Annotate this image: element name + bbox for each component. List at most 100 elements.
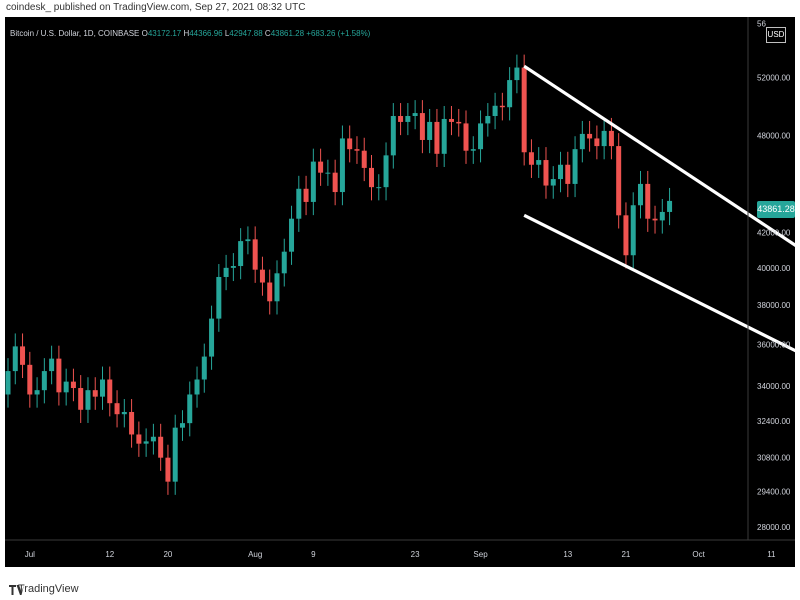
- candle-body[interactable]: [492, 105, 498, 117]
- candle-body[interactable]: [325, 172, 331, 174]
- candle-body[interactable]: [194, 379, 200, 395]
- candle-body[interactable]: [41, 371, 47, 391]
- candle-body[interactable]: [179, 423, 185, 428]
- candle-body[interactable]: [478, 123, 484, 150]
- high-value: 44366.96: [189, 29, 223, 38]
- candle-body[interactable]: [274, 273, 280, 302]
- candle-body[interactable]: [456, 121, 462, 124]
- candle-body[interactable]: [536, 160, 542, 165]
- candle-body[interactable]: [630, 205, 636, 256]
- candle-body[interactable]: [230, 266, 236, 268]
- candle-body[interactable]: [114, 403, 120, 415]
- trendline-lower[interactable]: [523, 213, 795, 386]
- candle-body[interactable]: [259, 269, 265, 283]
- candle-body[interactable]: [398, 116, 404, 122]
- candle-body[interactable]: [448, 118, 454, 122]
- candle-body[interactable]: [623, 215, 629, 256]
- candle-body[interactable]: [441, 118, 447, 154]
- candle-body[interactable]: [223, 267, 229, 277]
- candle-body[interactable]: [521, 67, 527, 153]
- candle-body[interactable]: [514, 67, 520, 81]
- candle-body[interactable]: [187, 394, 193, 424]
- candle-body[interactable]: [143, 441, 149, 444]
- candle-body[interactable]: [470, 149, 476, 151]
- candle-body[interactable]: [252, 239, 258, 270]
- candle-body[interactable]: [281, 251, 287, 274]
- chart-area[interactable]: 56 52000.00 48000.00 42000.00 40000.00 38000.…: [5, 17, 795, 567]
- candle-body[interactable]: [339, 138, 345, 193]
- candle-body[interactable]: [129, 411, 135, 435]
- candle-body[interactable]: [296, 188, 302, 219]
- trendline-upper[interactable]: [523, 64, 795, 292]
- candle-body[interactable]: [121, 411, 127, 415]
- candle-body[interactable]: [594, 138, 600, 147]
- candle-body[interactable]: [92, 390, 98, 397]
- x-tick-label: Aug: [248, 550, 262, 559]
- candle-body[interactable]: [667, 200, 673, 212]
- candle-body[interactable]: [289, 218, 295, 252]
- candle-body[interactable]: [572, 149, 578, 184]
- chart-canvas[interactable]: 56 52000.00 48000.00 42000.00 40000.00 38000.…: [5, 17, 795, 567]
- candle-body[interactable]: [405, 116, 411, 122]
- y-tick-label: 36000.00: [757, 340, 791, 349]
- candle-body[interactable]: [419, 113, 425, 140]
- candle-body[interactable]: [303, 188, 309, 202]
- candle-body[interactable]: [427, 121, 433, 140]
- candle-body[interactable]: [49, 358, 55, 372]
- candle-body[interactable]: [12, 346, 18, 372]
- candle-body[interactable]: [587, 133, 593, 139]
- candle-body[interactable]: [78, 388, 84, 410]
- candle-body[interactable]: [601, 130, 607, 147]
- candle-body[interactable]: [463, 123, 469, 151]
- candle-body[interactable]: [150, 436, 156, 442]
- candle-body[interactable]: [558, 164, 564, 180]
- candle-body[interactable]: [499, 105, 505, 108]
- candle-body[interactable]: [201, 356, 207, 380]
- candle-body[interactable]: [347, 138, 353, 150]
- candle-body[interactable]: [56, 358, 62, 393]
- candle-body[interactable]: [85, 390, 91, 410]
- candle-body[interactable]: [63, 381, 69, 393]
- candle-body[interactable]: [608, 130, 614, 147]
- candle-body[interactable]: [434, 121, 440, 154]
- candle-body[interactable]: [376, 187, 382, 189]
- candle-body[interactable]: [70, 381, 76, 389]
- candle-body[interactable]: [209, 318, 215, 357]
- candle-body[interactable]: [616, 146, 622, 216]
- candle-body[interactable]: [543, 160, 549, 186]
- candle-body[interactable]: [579, 133, 585, 150]
- candle-body[interactable]: [412, 113, 418, 117]
- candle-body[interactable]: [5, 371, 11, 395]
- candle-body[interactable]: [383, 155, 389, 188]
- candle-body[interactable]: [332, 172, 338, 193]
- candle-body[interactable]: [550, 179, 556, 186]
- candle-body[interactable]: [354, 149, 360, 151]
- candle-body[interactable]: [216, 276, 222, 319]
- candle-body[interactable]: [485, 116, 491, 124]
- candle-body[interactable]: [107, 379, 113, 404]
- candle-body[interactable]: [34, 390, 40, 395]
- candle-body[interactable]: [565, 164, 571, 184]
- candle-body[interactable]: [100, 379, 106, 397]
- candle-body[interactable]: [27, 364, 33, 395]
- candle-body[interactable]: [165, 457, 171, 482]
- candle-body[interactable]: [136, 434, 142, 444]
- candle-body[interactable]: [659, 211, 665, 221]
- candle-body[interactable]: [318, 161, 324, 173]
- candle-body[interactable]: [528, 152, 534, 165]
- candle-body[interactable]: [390, 116, 396, 156]
- candle-body[interactable]: [310, 161, 316, 202]
- candle-body[interactable]: [245, 239, 251, 242]
- candle-body[interactable]: [361, 150, 367, 168]
- candle-body[interactable]: [172, 427, 178, 482]
- candle-body[interactable]: [238, 241, 244, 267]
- candle-body[interactable]: [507, 80, 513, 108]
- candle-body[interactable]: [369, 167, 374, 188]
- candle-body[interactable]: [267, 282, 273, 302]
- currency-selector[interactable]: USD: [766, 27, 786, 43]
- candle-body[interactable]: [158, 436, 164, 458]
- candle-body[interactable]: [20, 346, 26, 365]
- candle-body[interactable]: [645, 183, 651, 219]
- candle-body[interactable]: [637, 183, 643, 206]
- candle-body[interactable]: [652, 218, 658, 221]
